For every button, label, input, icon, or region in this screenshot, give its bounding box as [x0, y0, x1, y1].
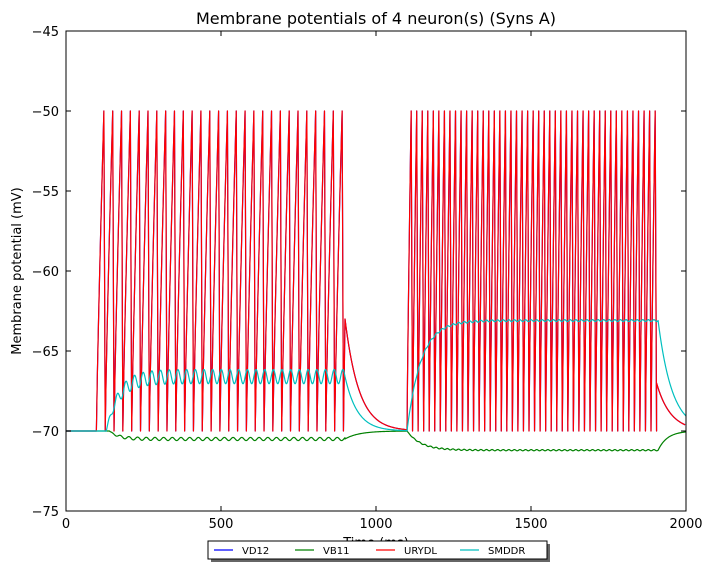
y-tick-label: −50 — [32, 105, 59, 120]
y-tick-label: −45 — [32, 25, 59, 40]
y-tick-label: −55 — [32, 185, 59, 200]
y-axis: −45 −50 −55 −60 −65 −70 −75 — [32, 25, 686, 520]
x-tick-label: 2000 — [669, 517, 702, 532]
legend-label-urydl: URYDL — [404, 546, 437, 557]
y-axis-label: Membrane potential (mV) — [10, 187, 25, 354]
x-tick-label: 1500 — [514, 517, 547, 532]
series-line-smddr — [66, 319, 686, 432]
legend-label-vd12: VD12 — [242, 546, 269, 557]
y-tick-label: −75 — [32, 505, 59, 520]
legend: VD12 VB11 URYDL SMDDR — [207, 540, 550, 562]
series-layer — [66, 110, 686, 452]
x-tick-label: 0 — [62, 517, 70, 532]
y-tick-label: −60 — [32, 265, 59, 280]
y-tick-label: −70 — [32, 425, 59, 440]
x-tick-label: 500 — [209, 517, 234, 532]
series-line-vb11 — [66, 430, 686, 452]
legend-label-smddr: SMDDR — [488, 546, 525, 557]
x-tick-label: 1000 — [359, 517, 392, 532]
legend-label-vb11: VB11 — [323, 546, 349, 557]
x-axis: 0 500 1000 1500 2000 — [62, 31, 703, 532]
plot-frame — [65, 30, 687, 512]
y-tick-label: −65 — [32, 345, 59, 360]
chart-title: Membrane potentials of 4 neuron(s) (Syns… — [196, 9, 556, 28]
series-line-urydl — [66, 110, 686, 432]
